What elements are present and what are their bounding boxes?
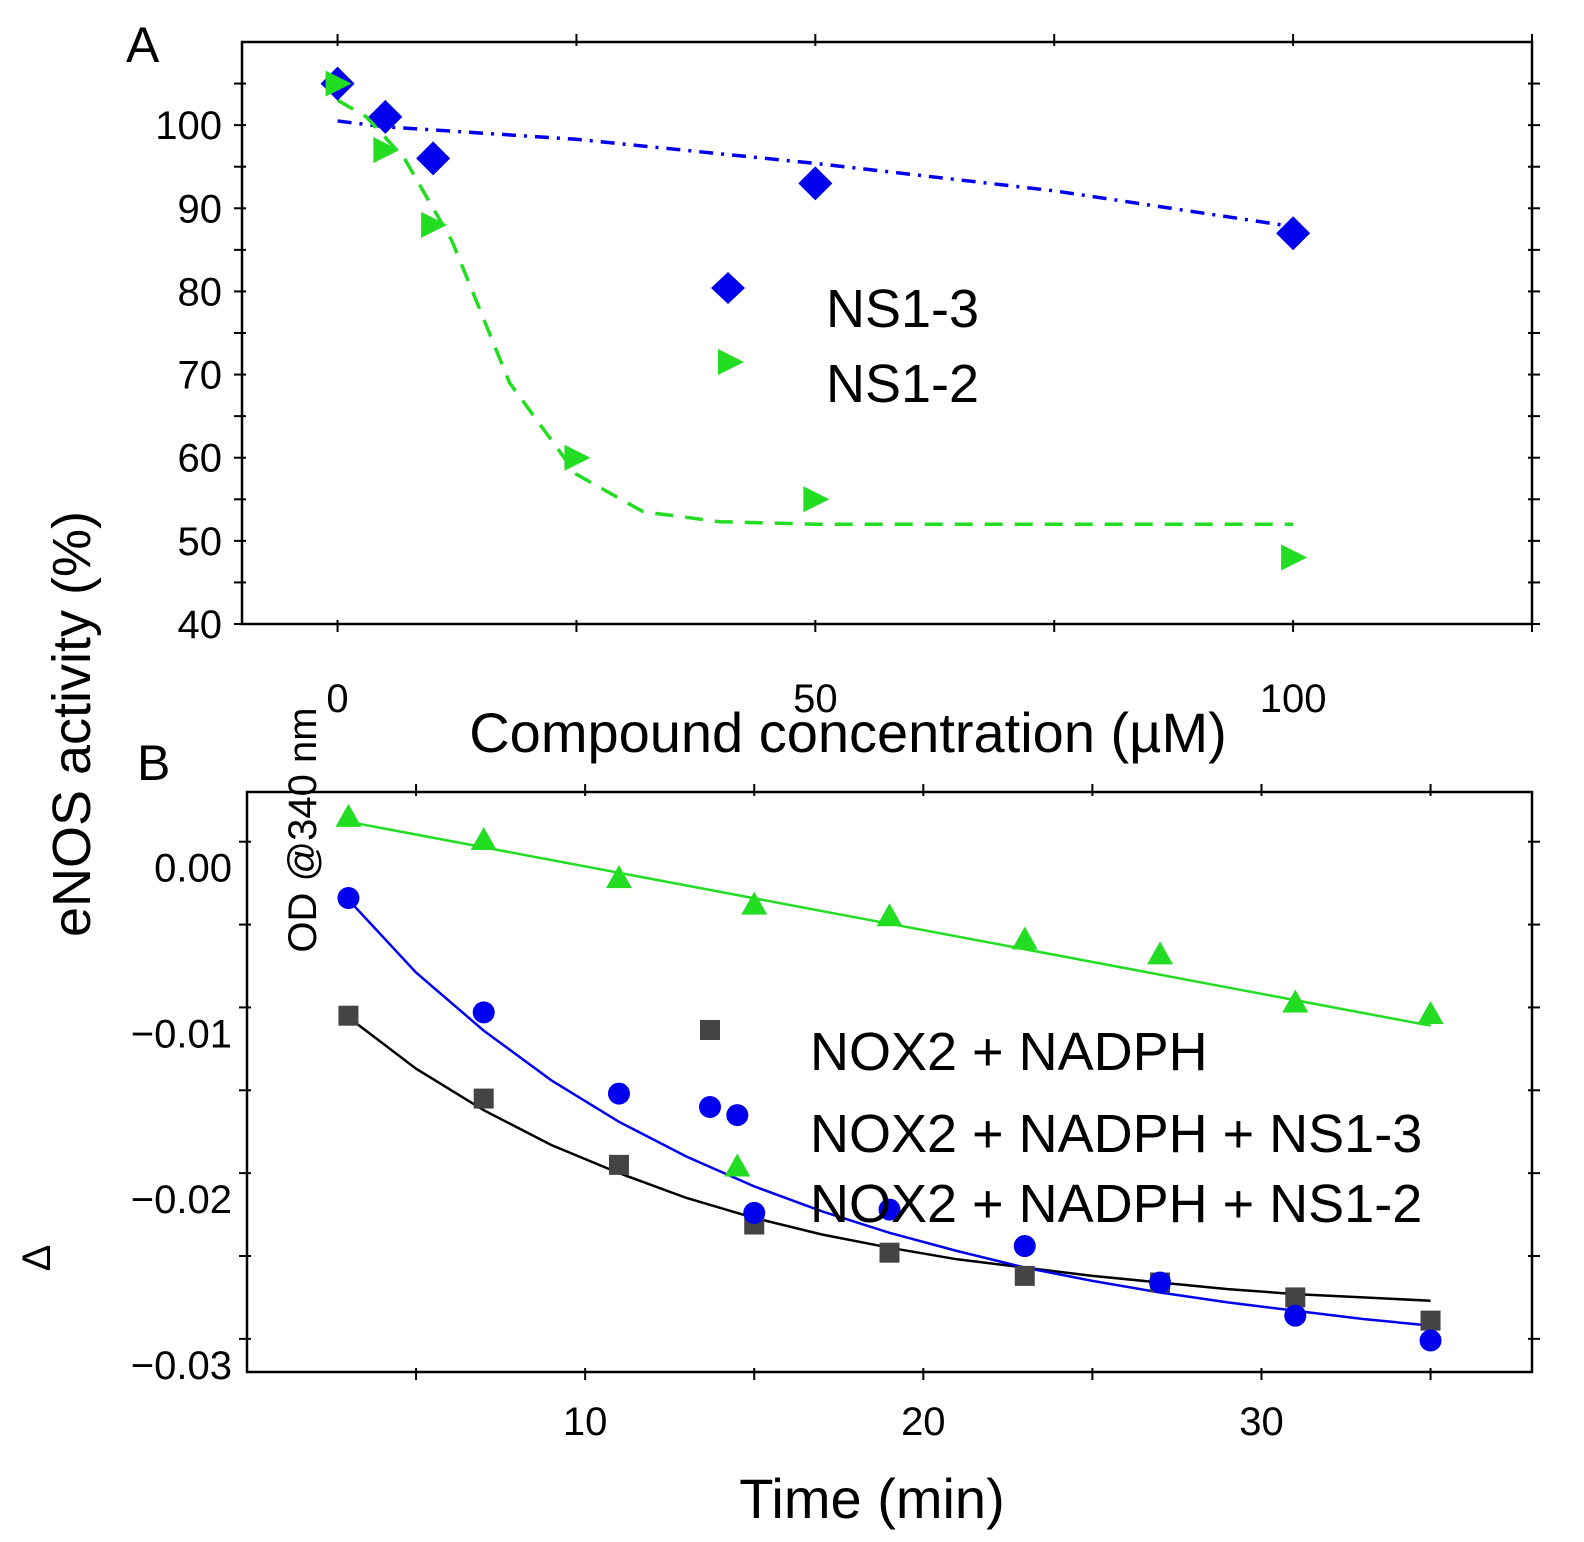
panel-a-letter: A	[126, 17, 160, 73]
legend-marker-ns1-3	[711, 272, 745, 304]
point-nox2-nadph-ns1-2	[724, 1153, 751, 1177]
a-ytick-label: 90	[178, 187, 223, 231]
point-ns1-2	[325, 70, 352, 97]
b-ytick-label: −0.02	[131, 1178, 232, 1222]
b-xtick-label: 10	[563, 1400, 608, 1444]
point-nox2-nadph-ns1-2	[1011, 926, 1038, 950]
legend-label-nox2-nadph-ns1-2: NOX2 + NADPH + NS1-2	[810, 1174, 1422, 1234]
panel-b-frame	[245, 790, 1534, 1374]
panel-a-y-axis-title: eNOS activity (%)	[42, 511, 102, 937]
panel-b-y-axis-delta: Δ	[15, 1245, 59, 1272]
panel-b-ticks: 0.00 −0.01 −0.02 −0.03 10 20 30	[131, 784, 1540, 1444]
point-nox2-nadph-ns1-2	[470, 827, 497, 851]
b-ytick-label: −0.03	[131, 1344, 232, 1388]
a-ytick-label: 50	[178, 520, 223, 564]
point-ns1-3	[798, 166, 833, 201]
point-nox2-nadph	[879, 1242, 900, 1263]
panel-b-x-axis-title: Time (min)	[739, 1467, 1004, 1530]
point-ns1-3	[416, 141, 451, 176]
b-ytick-label: 0.00	[154, 847, 232, 891]
a-ytick-label: 40	[178, 603, 223, 647]
panel-a-ticks: 40 50 60 70 80 90 100 0 50 100	[155, 34, 1540, 721]
point-nox2-nadph-ns1-3	[1419, 1329, 1442, 1352]
panel-a-x-axis-title: Compound concentration (µM)	[469, 701, 1227, 764]
a-ytick-label: 100	[155, 104, 222, 148]
panel-b: B Time (min) OD @340 nm Δ 0.00 −0.01 −0.02…	[15, 707, 1540, 1530]
point-nox2-nadph-ns1-3	[878, 1198, 901, 1221]
point-nox2-nadph-ns1-3	[726, 1104, 749, 1127]
legend-marker-nox2-nadph-ns1-3	[699, 1096, 721, 1118]
point-nox2-nadph	[1014, 1265, 1035, 1286]
legend-marker-nox2-nadph	[700, 1020, 720, 1040]
point-nox2-nadph	[473, 1088, 494, 1109]
panel-b-legend: NOX2 + NADPH NOX2 + NADPH + NS1-3 NOX2 +…	[699, 1020, 1422, 1234]
point-ns1-2	[564, 444, 591, 471]
point-nox2-nadph-ns1-2	[741, 891, 768, 915]
a-xtick-label: 50	[793, 677, 838, 721]
point-nox2-nadph-ns1-3	[607, 1082, 630, 1105]
point-nox2-nadph-ns1-2	[335, 803, 362, 827]
legend-label-nox2-nadph-ns1-3: NOX2 + NADPH + NS1-3	[810, 1104, 1422, 1164]
panel-b-y-axis-title: OD @340 nm	[281, 707, 325, 952]
point-nox2-nadph-ns1-3	[1149, 1271, 1172, 1294]
fit-line-nox2-nadph-ns1-3	[347, 898, 1431, 1327]
point-nox2-nadph-ns1-2	[876, 903, 903, 927]
point-ns1-2	[803, 486, 830, 513]
panel-a-legend: NS1-3 NS1-2	[711, 272, 979, 414]
point-nox2-nadph-ns1-2	[1147, 941, 1174, 965]
point-nox2-nadph	[1285, 1287, 1306, 1308]
b-xtick-label: 20	[901, 1400, 946, 1444]
a-ytick-label: 60	[178, 437, 223, 481]
point-nox2-nadph-ns1-2	[1282, 989, 1309, 1013]
point-nox2-nadph-ns1-3	[1284, 1304, 1307, 1327]
a-ytick-label: 70	[178, 354, 223, 398]
panel-a-points	[320, 66, 1311, 571]
point-nox2-nadph-ns1-3	[472, 1001, 495, 1024]
point-ns1-2	[373, 137, 400, 164]
point-nox2-nadph	[338, 1005, 359, 1026]
b-ytick-label: −0.01	[131, 1012, 232, 1056]
legend-marker-ns1-2	[718, 349, 744, 375]
point-nox2-nadph-ns1-2	[605, 865, 632, 889]
point-ns1-2	[421, 211, 448, 238]
point-nox2-nadph-ns1-3	[743, 1201, 766, 1224]
legend-label-ns1-3: NS1-3	[826, 279, 979, 339]
point-nox2-nadph-ns1-3	[337, 887, 360, 910]
point-nox2-nadph-ns1-2	[1417, 1001, 1444, 1025]
panel-b-letter: B	[137, 735, 170, 791]
fit-line-ns1-2	[336, 98, 1294, 526]
panel-b-points	[335, 803, 1444, 1352]
point-ns1-2	[1281, 544, 1308, 571]
legend-label-nox2-nadph: NOX2 + NADPH	[810, 1022, 1208, 1082]
a-xtick-label: 100	[1260, 677, 1327, 721]
point-ns1-3	[368, 99, 403, 134]
point-nox2-nadph-ns1-3	[1013, 1235, 1036, 1258]
b-xtick-label: 30	[1239, 1400, 1284, 1444]
point-nox2-nadph	[608, 1154, 629, 1175]
point-ns1-3	[1276, 216, 1311, 251]
a-xtick-label: 0	[326, 677, 348, 721]
panel-a: A Compound concentration (µM) eNOS activ…	[42, 17, 1540, 937]
legend-label-ns1-2: NS1-2	[826, 354, 979, 414]
a-ytick-label: 80	[178, 270, 223, 314]
panel-a-fit-lines	[336, 98, 1294, 526]
point-nox2-nadph	[1420, 1310, 1441, 1331]
